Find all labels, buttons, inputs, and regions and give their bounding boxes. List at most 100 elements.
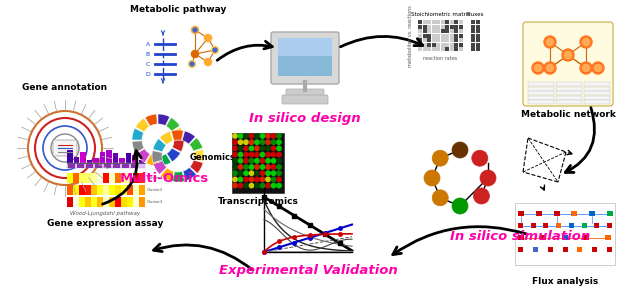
Bar [440,29,445,33]
Bar [454,29,458,33]
Bar [556,100,582,104]
Wedge shape [166,117,180,131]
Circle shape [266,159,270,163]
Text: A: A [146,42,150,47]
Bar [73,173,79,183]
Circle shape [204,58,212,66]
Circle shape [255,153,259,157]
Bar [454,34,458,37]
Circle shape [191,50,199,58]
Circle shape [249,153,253,157]
Bar [115,197,121,207]
Circle shape [188,60,196,68]
Circle shape [249,183,253,188]
Circle shape [255,140,259,144]
Bar [126,153,131,163]
Bar [74,157,79,163]
Circle shape [260,134,265,138]
Bar [476,24,479,29]
Circle shape [190,62,194,66]
Circle shape [544,36,556,48]
Text: Metabolic pathway: Metabolic pathway [130,5,226,14]
Circle shape [238,146,243,151]
Text: Gene annotation: Gene annotation [23,83,108,92]
Circle shape [271,134,276,138]
Circle shape [424,170,440,186]
Wedge shape [136,149,150,163]
Circle shape [238,165,243,169]
Bar [80,153,86,163]
Bar [543,223,548,228]
Wedge shape [135,118,149,132]
Bar [436,38,440,42]
Circle shape [244,153,248,157]
Bar [131,163,138,168]
Bar [471,34,475,37]
Bar [436,47,440,51]
Wedge shape [153,139,166,152]
Circle shape [249,159,253,163]
Bar [95,163,102,168]
Wedge shape [189,137,203,151]
Circle shape [535,65,542,71]
Circle shape [474,188,489,204]
Wedge shape [171,130,184,140]
Bar [423,20,426,24]
Circle shape [233,159,237,163]
Bar [589,211,595,216]
Circle shape [432,150,448,166]
Bar [476,20,479,24]
Bar [103,173,108,183]
Circle shape [233,134,237,138]
Bar [427,29,431,33]
Bar [584,96,610,99]
Circle shape [277,153,281,157]
Bar [431,29,435,33]
Circle shape [244,183,248,188]
Bar [418,47,422,51]
Bar [423,47,426,51]
Bar [431,42,435,47]
Bar [459,29,462,33]
Circle shape [255,183,259,188]
Bar [607,247,612,252]
Bar [605,235,611,240]
Bar [85,197,91,207]
Wedge shape [153,161,167,174]
Bar [445,20,449,24]
Text: C: C [146,61,150,66]
Circle shape [233,146,237,151]
Circle shape [271,183,276,188]
Bar [536,211,542,216]
Bar [138,160,144,163]
Circle shape [244,140,248,144]
Text: B: B [146,52,150,57]
Bar [427,47,431,51]
Wedge shape [146,154,158,166]
Bar [454,42,458,47]
Bar [450,38,454,42]
Bar [431,24,435,29]
Bar [427,20,431,24]
Bar [67,150,72,163]
Bar [93,158,99,163]
Wedge shape [172,140,184,152]
Circle shape [233,153,237,157]
Wedge shape [190,160,203,173]
Circle shape [255,165,259,169]
Bar [91,185,96,195]
Bar [278,38,332,56]
Text: Flux analysis: Flux analysis [532,277,598,286]
Circle shape [249,134,253,138]
Circle shape [260,177,265,182]
Bar [104,163,111,168]
Bar [528,82,554,86]
Text: Gene expression assay: Gene expression assay [47,219,163,228]
Bar [423,24,426,29]
Bar [109,197,114,207]
Bar [518,247,523,252]
Bar [450,42,454,47]
Bar [445,24,449,29]
Bar [531,223,536,228]
Circle shape [260,171,265,176]
